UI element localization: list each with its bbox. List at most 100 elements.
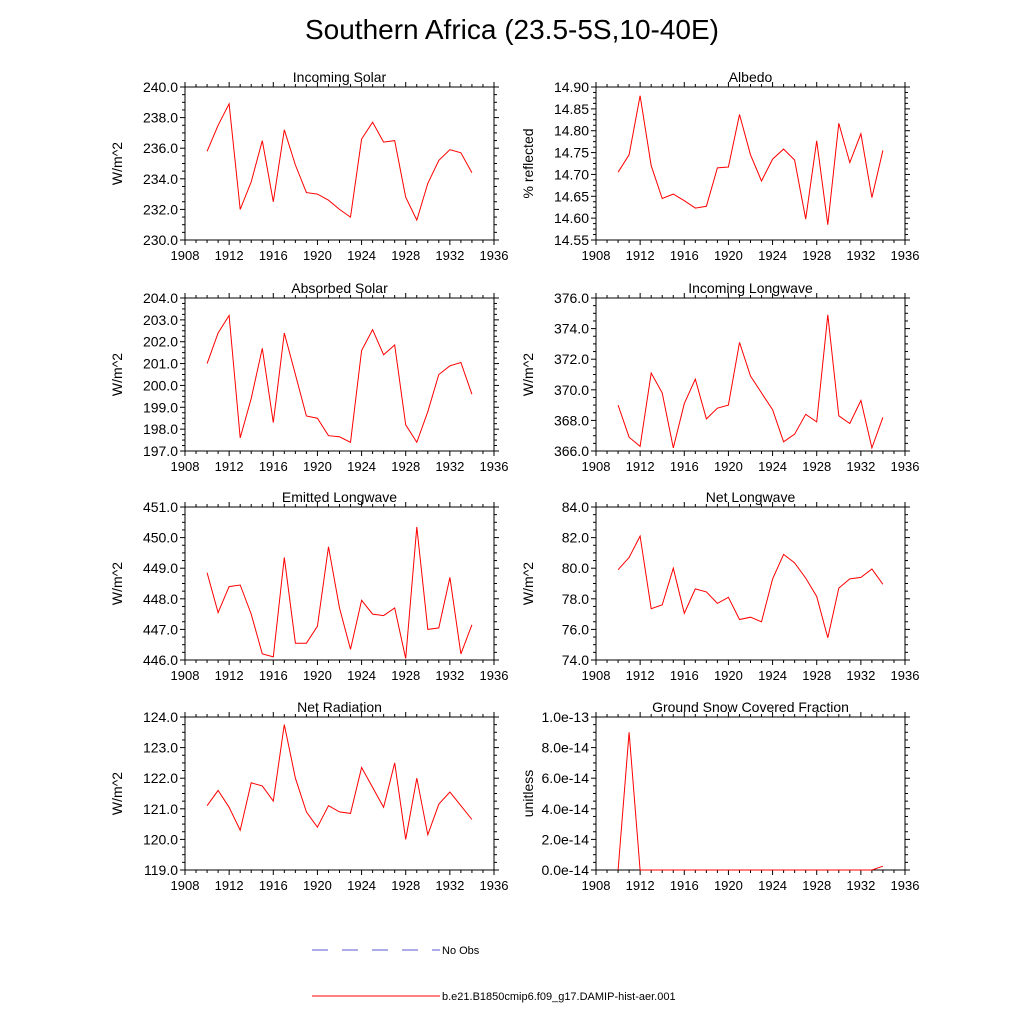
y-tick-label: 372.0 — [554, 351, 589, 367]
y-tick-label: 0.0e-14 — [542, 862, 590, 878]
chart-panel: Net Longwave W/m^2 1908 1912 1916 1920 1924 192… — [520, 489, 919, 683]
series-line — [206, 313, 473, 444]
y-tick-label: 14.80 — [554, 123, 589, 139]
x-tick-label: 1924 — [347, 668, 376, 683]
y-tick-label: 14.75 — [554, 145, 589, 161]
x-tick-label: 1928 — [802, 878, 831, 893]
x-tick-label: 1932 — [435, 878, 464, 893]
y-tick-label: 82.0 — [562, 530, 589, 546]
plot-frame — [595, 506, 906, 661]
chart-panel: Albedo % reflected 1908 1912 1916 1920 1924 192… — [520, 69, 919, 263]
x-tick-label: 1928 — [391, 459, 420, 474]
x-tick-label: 1916 — [259, 878, 288, 893]
x-tick-label: 1912 — [626, 668, 655, 683]
x-tick-label: 1936 — [480, 459, 509, 474]
y-tick-label: 14.55 — [554, 232, 589, 248]
y-tick-label: 14.60 — [554, 210, 589, 226]
x-tick-label: 1936 — [891, 668, 920, 683]
series-line — [206, 526, 473, 659]
y-tick-label: 236.0 — [143, 140, 178, 156]
y-tick-label: 14.85 — [554, 101, 589, 117]
y-tick-label: 122.0 — [143, 770, 178, 786]
y-tick-label: 449.0 — [143, 560, 178, 576]
legend-obs-label: No Obs — [442, 945, 480, 957]
panel-title: Albedo — [729, 69, 773, 85]
x-tick-label: 1936 — [480, 668, 509, 683]
x-tick-label: 1908 — [171, 248, 200, 263]
x-tick-label: 1924 — [758, 878, 787, 893]
x-tick-label: 1932 — [846, 878, 875, 893]
y-tick-label: 120.0 — [143, 831, 178, 847]
x-tick-label: 1936 — [480, 248, 509, 263]
series-line — [617, 732, 884, 871]
x-tick-label: 1908 — [582, 248, 611, 263]
x-tick-label: 1912 — [215, 459, 244, 474]
plot-frame — [184, 86, 495, 241]
x-tick-label: 1920 — [714, 878, 743, 893]
x-tick-label: 1916 — [259, 668, 288, 683]
y-tick-label: 234.0 — [143, 171, 178, 187]
y-tick-label: 124.0 — [143, 709, 178, 725]
x-tick-label: 1936 — [891, 248, 920, 263]
x-tick-label: 1936 — [891, 459, 920, 474]
y-tick-label: 201.0 — [143, 356, 178, 372]
x-tick-label: 1908 — [171, 459, 200, 474]
y-tick-label: 80.0 — [562, 560, 589, 576]
series-line — [617, 314, 884, 450]
y-tick-label: 446.0 — [143, 652, 178, 668]
x-tick-label: 1928 — [391, 668, 420, 683]
y-tick-label: 14.70 — [554, 166, 589, 182]
y-tick-label: 232.0 — [143, 201, 178, 217]
x-tick-label: 1916 — [670, 878, 699, 893]
x-tick-label: 1908 — [582, 668, 611, 683]
x-tick-label: 1928 — [391, 878, 420, 893]
x-tick-label: 1920 — [303, 878, 332, 893]
y-tick-label: 2.0e-14 — [542, 831, 590, 847]
y-tick-label: 368.0 — [554, 412, 589, 428]
x-tick-label: 1924 — [758, 248, 787, 263]
y-tick-label: 200.0 — [143, 377, 178, 393]
x-tick-label: 1928 — [391, 248, 420, 263]
y-tick-label: 8.0e-14 — [542, 740, 590, 756]
y-tick-label: 448.0 — [143, 591, 178, 607]
y-tick-label: 447.0 — [143, 621, 178, 637]
y-tick-label: 374.0 — [554, 321, 589, 337]
panel-title: Absorbed Solar — [291, 280, 388, 296]
series-line — [617, 534, 884, 638]
x-tick-label: 1928 — [802, 459, 831, 474]
chart-panel: Emitted Longwave W/m^2 1908 1912 1916 1920 192… — [109, 489, 508, 683]
x-tick-label: 1928 — [802, 668, 831, 683]
plot-frame — [184, 716, 495, 871]
x-tick-label: 1912 — [215, 668, 244, 683]
y-tick-label: 123.0 — [143, 740, 178, 756]
x-tick-label: 1912 — [626, 459, 655, 474]
plot-frame — [184, 297, 495, 452]
y-axis-label: W/m^2 — [109, 562, 125, 605]
y-tick-label: 4.0e-14 — [542, 801, 590, 817]
y-axis-label: W/m^2 — [109, 142, 125, 185]
x-tick-label: 1920 — [303, 668, 332, 683]
x-tick-label: 1924 — [347, 248, 376, 263]
x-tick-label: 1924 — [758, 668, 787, 683]
x-tick-label: 1932 — [435, 668, 464, 683]
y-tick-label: 238.0 — [143, 110, 178, 126]
panel-title: Net Longwave — [706, 489, 796, 505]
y-tick-label: 240.0 — [143, 79, 178, 95]
x-tick-label: 1916 — [259, 459, 288, 474]
x-tick-label: 1912 — [626, 248, 655, 263]
x-tick-label: 1908 — [582, 459, 611, 474]
y-tick-label: 78.0 — [562, 591, 589, 607]
y-tick-label: 84.0 — [562, 499, 589, 515]
x-tick-label: 1912 — [626, 878, 655, 893]
chart-panel: Net Radiation W/m^2 1908 1912 1916 1920 1924 19… — [109, 699, 508, 893]
y-tick-label: 202.0 — [143, 334, 178, 350]
y-tick-label: 74.0 — [562, 652, 589, 668]
y-tick-label: 204.0 — [143, 290, 178, 306]
y-tick-label: 230.0 — [143, 232, 178, 248]
y-tick-label: 1.0e-13 — [542, 709, 590, 725]
x-tick-label: 1908 — [171, 668, 200, 683]
x-tick-label: 1920 — [714, 248, 743, 263]
x-tick-label: 1932 — [435, 459, 464, 474]
y-tick-label: 121.0 — [143, 801, 178, 817]
